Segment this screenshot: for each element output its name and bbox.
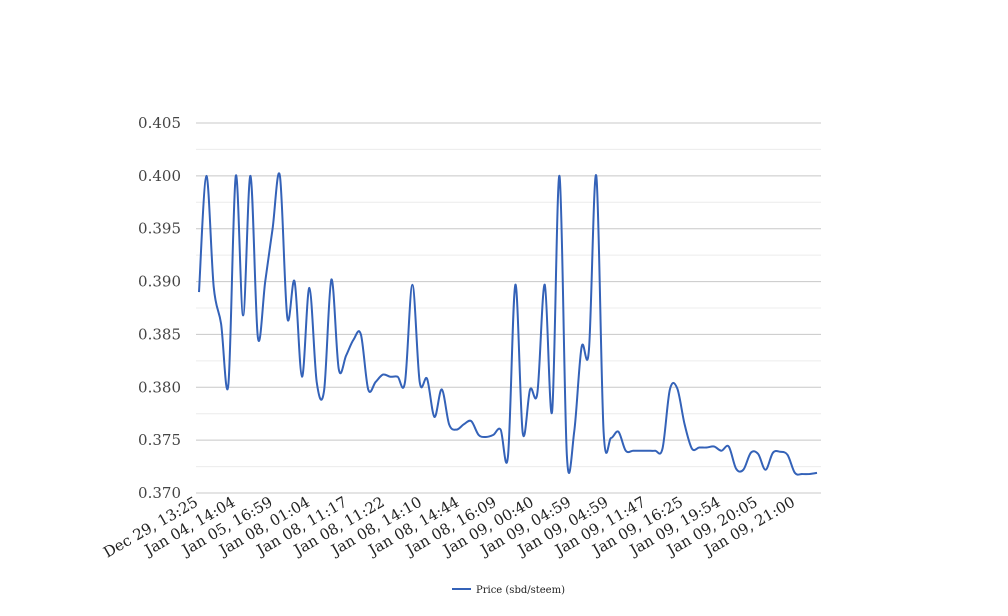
series-layer: [198, 172, 818, 476]
series-line-0: [198, 172, 818, 476]
legend[interactable]: Price (sbd/steem): [452, 585, 565, 596]
y-tick-label: 0.405: [138, 114, 181, 132]
y-tick-label: 0.370: [138, 484, 181, 502]
y-tick-label: 0.385: [138, 325, 181, 343]
y-tick-label: 0.400: [138, 167, 181, 185]
legend-label-price: Price (sbd/steem): [476, 585, 565, 596]
y-axis-ticks: 0.370 0.375 0.380 0.385 0.390 0.395 0.400 0.405: [138, 114, 181, 502]
y-tick-label: 0.380: [138, 378, 181, 396]
y-tick-label: 0.390: [138, 273, 181, 291]
y-tick-label: 0.395: [138, 220, 181, 238]
y-tick-label: 0.375: [138, 431, 181, 449]
